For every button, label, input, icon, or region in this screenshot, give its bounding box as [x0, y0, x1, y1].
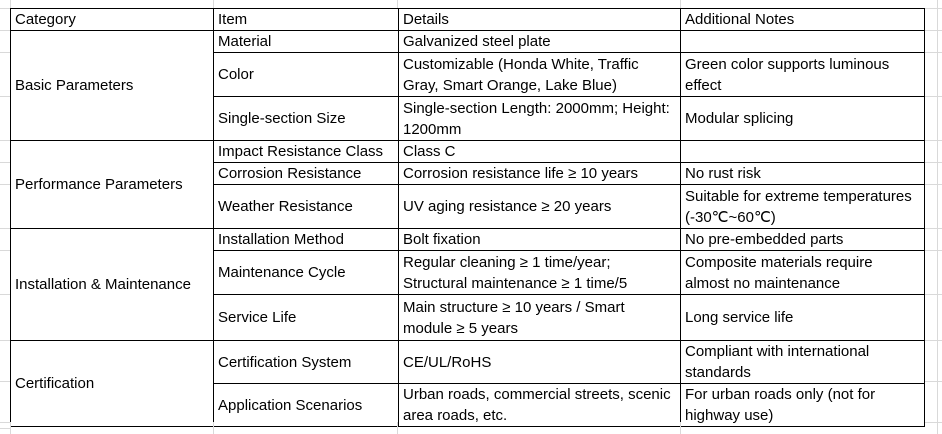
notes-cell[interactable]: [680, 30, 925, 53]
sheet-gridline: [10, 0, 11, 8]
sheet-gridline: [0, 294, 10, 295]
details-cell[interactable]: Urban roads, commercial streets, scenic …: [398, 383, 681, 427]
table-row: Service Life Main structure ≥ 10 years / …: [11, 294, 925, 341]
sheet-gridline: [937, 0, 938, 434]
sheet-gridline: [0, 30, 10, 31]
table-row: Installation & Maintenance Installation M…: [10, 228, 925, 341]
notes-cell[interactable]: Suitable for extreme temperatures (-30℃~…: [680, 184, 925, 229]
details-cell[interactable]: Corrosion resistance life ≥ 10 years: [398, 162, 681, 185]
notes-cell[interactable]: Compliant with international standards: [680, 340, 925, 384]
sheet-gridline: [925, 30, 942, 31]
header-cell[interactable]: Category: [10, 8, 214, 31]
sheet-gridline: [0, 381, 10, 382]
item-cell[interactable]: Single-section Size: [213, 96, 399, 141]
sheet-gridline: [925, 52, 942, 53]
sheet-gridline: [10, 422, 11, 434]
sheet-gridline: [925, 140, 942, 141]
item-cell[interactable]: Weather Resistance: [213, 184, 399, 229]
sheet-gridline: [680, 422, 681, 434]
category-cell[interactable]: Basic Parameters: [10, 30, 214, 141]
table-row: Corrosion Resistance Corrosion resistance…: [11, 162, 925, 185]
sheet-gridline: [680, 0, 681, 8]
sheet-gridline: [0, 96, 10, 97]
table-row: Performance Parameters Impact Resistance …: [10, 140, 925, 229]
item-cell[interactable]: Installation Method: [213, 228, 399, 251]
details-cell[interactable]: Class C: [398, 140, 681, 163]
notes-cell[interactable]: Long service life: [680, 294, 925, 341]
item-cell[interactable]: Impact Resistance Class: [213, 140, 399, 163]
notes-cell[interactable]: No pre-embedded parts: [680, 228, 925, 251]
table-row: Color Customizable (Honda White, Traffic …: [11, 52, 925, 97]
sheet-gridline: [925, 340, 942, 341]
item-cell[interactable]: Certification System: [213, 340, 399, 384]
notes-cell[interactable]: [680, 140, 925, 163]
sheet-gridline: [925, 381, 942, 382]
item-cell[interactable]: Application Scenarios: [213, 383, 399, 427]
header-cell[interactable]: Details: [398, 8, 681, 31]
details-cell[interactable]: UV aging resistance ≥ 20 years: [398, 184, 681, 229]
sheet-gridline: [0, 140, 10, 141]
notes-cell[interactable]: For urban roads only (not for highway us…: [680, 383, 925, 427]
details-cell[interactable]: Bolt fixation: [398, 228, 681, 251]
notes-cell[interactable]: Composite materials require almost no ma…: [680, 250, 925, 295]
table-row: Certification Certification System CE/UL/R…: [10, 340, 925, 427]
sheet-gridline: [925, 96, 942, 97]
header-cell[interactable]: Additional Notes: [680, 8, 925, 31]
sheet-gridline: [925, 228, 942, 229]
category-cell[interactable]: Installation & Maintenance: [10, 228, 214, 341]
sheet-gridline: [0, 340, 10, 341]
spec-table-head: Category Item Details Additional Notes: [10, 8, 925, 31]
sheet-gridline: [925, 294, 942, 295]
sheet-gridline: [0, 250, 10, 251]
sheet-gridline: [213, 422, 214, 434]
item-cell[interactable]: Maintenance Cycle: [213, 250, 399, 295]
item-cell[interactable]: Color: [213, 52, 399, 97]
notes-cell[interactable]: No rust risk: [680, 162, 925, 185]
details-cell[interactable]: Single-section Length: 2000mm; Height: 1…: [398, 96, 681, 141]
category-cell[interactable]: Performance Parameters: [10, 140, 214, 229]
spec-table-body: Basic Parameters Material Galvanized steel…: [10, 30, 925, 427]
notes-cell[interactable]: Modular splicing: [680, 96, 925, 141]
sheet-gridline: [0, 8, 10, 9]
sheet-gridline: [397, 422, 398, 434]
table-row: Weather Resistance UV aging resistance ≥ …: [11, 184, 925, 229]
sheet-gridline: [0, 184, 10, 185]
sheet-gridline: [0, 52, 10, 53]
item-cell[interactable]: Corrosion Resistance: [213, 162, 399, 185]
sheet-gridline: [925, 162, 942, 163]
spec-table: Category Item Details Additional Notes Basi…: [10, 8, 925, 427]
sheet-gridline: [925, 422, 942, 423]
sheet-gridline: [925, 250, 942, 251]
sheet-gridline: [0, 428, 10, 429]
item-cell[interactable]: Service Life: [213, 294, 399, 341]
category-cell[interactable]: Certification: [10, 340, 214, 427]
details-cell[interactable]: Galvanized steel plate: [398, 30, 681, 53]
sheet-gridline: [213, 0, 214, 8]
sheet-gridline: [0, 422, 10, 423]
notes-cell[interactable]: Green color supports luminous effect: [680, 52, 925, 97]
header-row: Category Item Details Additional Notes: [10, 8, 925, 31]
header-cell[interactable]: Item: [213, 8, 399, 31]
details-cell[interactable]: Customizable (Honda White, Traffic Gray,…: [398, 52, 681, 97]
details-cell[interactable]: CE/UL/RoHS: [398, 340, 681, 384]
sheet-gridline: [0, 228, 10, 229]
sheet-gridline: [0, 162, 10, 163]
table-row: Single-section Size Single-section Length…: [11, 96, 925, 141]
sheet-gridline: [925, 184, 942, 185]
details-cell[interactable]: Regular cleaning ≥ 1 time/year; Structur…: [398, 250, 681, 295]
table-row: Application Scenarios Urban roads, commer…: [11, 383, 925, 427]
table-row: Basic Parameters Material Galvanized steel…: [10, 30, 925, 141]
details-cell[interactable]: Main structure ≥ 10 years / Smart module…: [398, 294, 681, 341]
item-cell[interactable]: Material: [213, 30, 399, 53]
sheet-gridline: [397, 0, 398, 8]
sheet-gridline: [925, 8, 942, 9]
